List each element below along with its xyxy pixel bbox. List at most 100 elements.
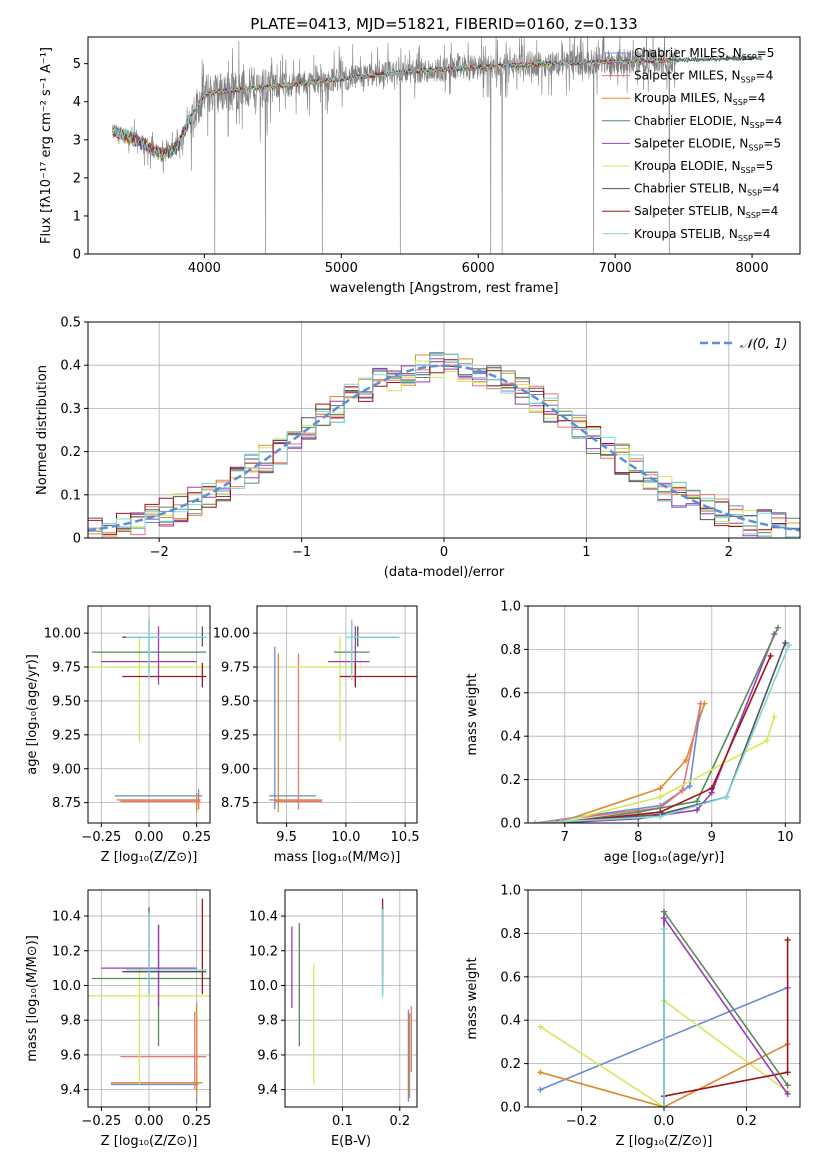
legend-label: Kroupa MILES, NSSP=4 — [634, 91, 765, 107]
y-tick-label: 10.2 — [249, 944, 278, 959]
y-tick-label: 0 — [73, 532, 81, 547]
y-tick-label: 10.0 — [249, 979, 278, 994]
y-tick-label: 0 — [73, 248, 81, 263]
y-tick-label: 1.0 — [500, 600, 521, 615]
weight-point — [657, 793, 664, 800]
y-tick-label: 9.00 — [221, 762, 250, 777]
x-tick-label: 0.00 — [135, 830, 164, 845]
y-tick-label: 9.00 — [52, 762, 81, 777]
x-tick-label: 0.00 — [135, 1114, 164, 1129]
x-tick-label: 2 — [725, 545, 733, 560]
y-tick-label: 9.50 — [221, 694, 250, 709]
y-tick-label: 9.6 — [257, 1048, 278, 1063]
x-tick-label: 9.5 — [276, 830, 297, 845]
legend-label: Kroupa STELIB, NSSP=4 — [634, 227, 771, 243]
y-axis-label: Normed distribution — [35, 365, 50, 495]
weight-point — [657, 813, 664, 820]
x-tick-label: 8000 — [736, 261, 769, 276]
x-axis-label: wavelength [Angstrom, rest frame] — [330, 281, 559, 296]
y-axis-label: Flux [fλ10⁻¹⁷ erg cm⁻² s⁻¹ A⁻¹] — [39, 47, 54, 244]
y-tick-label: 10.0 — [52, 979, 81, 994]
weight-line — [557, 655, 772, 823]
legend-label: Salpeter ELODIE, NSSP=5 — [634, 136, 781, 152]
y-tick-label: 9.4 — [257, 1083, 278, 1098]
plot-area — [291, 898, 412, 1102]
y-tick-label: 4 — [73, 95, 81, 110]
y-tick-label: 0.4 — [60, 359, 81, 374]
weight-line — [557, 716, 776, 823]
plot-area — [112, 37, 763, 254]
y-tick-label: 9.50 — [52, 694, 81, 709]
y-tick-label: 9.6 — [60, 1048, 81, 1063]
y-tick-label: 0.0 — [500, 817, 521, 832]
y-tick-label: 10.2 — [52, 944, 81, 959]
y-tick-label: 10.4 — [52, 910, 81, 925]
x-axis-label: (data-model)/error — [384, 565, 505, 580]
weight-point — [554, 820, 561, 823]
legend-label: Chabrier STELIB, NSSP=4 — [634, 182, 780, 198]
y-tick-label: 0.8 — [500, 643, 521, 658]
chart-panel-6: −0.25 0.00 0.25 9.4 9.6 9.8 10.0 10.2 10.4 Z [log… — [25, 889, 211, 1149]
x-tick-label: 0.2 — [389, 1114, 410, 1129]
weight-line — [663, 939, 789, 1107]
plot-area — [268, 619, 417, 813]
weight-point — [661, 915, 667, 922]
chart-title: PLATE=0413, MJD=51821, FIBERID=0160, z=0… — [250, 15, 637, 33]
chart-panel-8: −0.2 0.0 0.2 0.0 0.2 0.4 0.6 0.8 1.0 Z [log₁₀(Z/Z… — [465, 884, 801, 1149]
x-axis-label: Z [log₁₀(Z/Z⊙)] — [101, 1134, 198, 1149]
plot-area — [88, 352, 800, 538]
weight-point — [771, 713, 778, 720]
y-tick-label: 10.00 — [44, 627, 81, 642]
y-tick-label: 0.4 — [500, 730, 521, 745]
x-tick-label: 0 — [440, 545, 448, 560]
x-tick-label: 0.25 — [182, 830, 211, 845]
y-tick-label: 0.8 — [500, 927, 521, 942]
weight-point — [657, 785, 664, 792]
y-tick-label: 3 — [73, 133, 81, 148]
y-axis-label: mass [log₁₀(M/M⊙)] — [25, 935, 40, 1062]
model-spectrum — [112, 57, 673, 160]
y-tick-label: 0.6 — [500, 970, 521, 985]
y-tick-label: 0.2 — [60, 445, 81, 460]
x-tick-label: 0.1 — [332, 1114, 353, 1129]
chart-panel-5: 7 8 9 10 0.0 0.2 0.4 0.6 0.8 1.0 age [log₁₀(age/yr… — [465, 600, 801, 865]
plot-area — [88, 898, 210, 1104]
y-tick-label: 0.4 — [500, 1014, 521, 1029]
x-axis-label: Z [log₁₀(Z/Z⊙)] — [101, 850, 198, 865]
x-tick-label: −0.25 — [81, 1114, 121, 1129]
axes-frame — [87, 36, 801, 255]
weight-line — [557, 627, 779, 823]
axes-frame — [527, 605, 801, 824]
weight-point — [774, 624, 781, 631]
weight-point — [784, 1082, 791, 1089]
x-tick-label: 7000 — [599, 261, 632, 276]
x-tick-label: 9 — [708, 830, 716, 845]
y-tick-label: 0.2 — [500, 773, 521, 788]
weight-point — [679, 787, 686, 794]
weight-point — [767, 652, 774, 659]
x-tick-label: 1 — [582, 545, 590, 560]
x-tick-label: 0.0 — [654, 1114, 675, 1129]
y-tick-label: 2 — [73, 171, 81, 186]
plot-area — [88, 619, 207, 813]
weight-point — [694, 798, 701, 805]
legend-label: Salpeter STELIB, NSSP=4 — [634, 204, 778, 220]
y-tick-label: 1 — [73, 209, 81, 224]
axes-frame — [256, 605, 418, 824]
chart-panel-4: 9.5 10.0 10.5 8.75 9.00 9.25 9.50 9.75 10.00 mass… — [213, 605, 420, 865]
weight-point — [537, 1069, 544, 1076]
weight-line — [540, 1043, 788, 1107]
weight-point — [785, 642, 792, 649]
y-tick-label: 0.3 — [60, 402, 81, 417]
weight-point — [784, 1069, 791, 1076]
y-tick-label: 9.8 — [60, 1014, 81, 1029]
weight-point — [661, 908, 667, 915]
axes-frame — [284, 889, 418, 1108]
y-tick-label: 9.25 — [52, 728, 81, 743]
plot-area — [532, 624, 792, 823]
weight-point — [537, 1023, 544, 1030]
y-tick-label: 9.4 — [60, 1083, 81, 1098]
x-axis-label: E(B-V) — [331, 1134, 371, 1149]
legend: Chabrier MILES, NSSP=5 Salpeter MILES, NS… — [602, 46, 782, 243]
